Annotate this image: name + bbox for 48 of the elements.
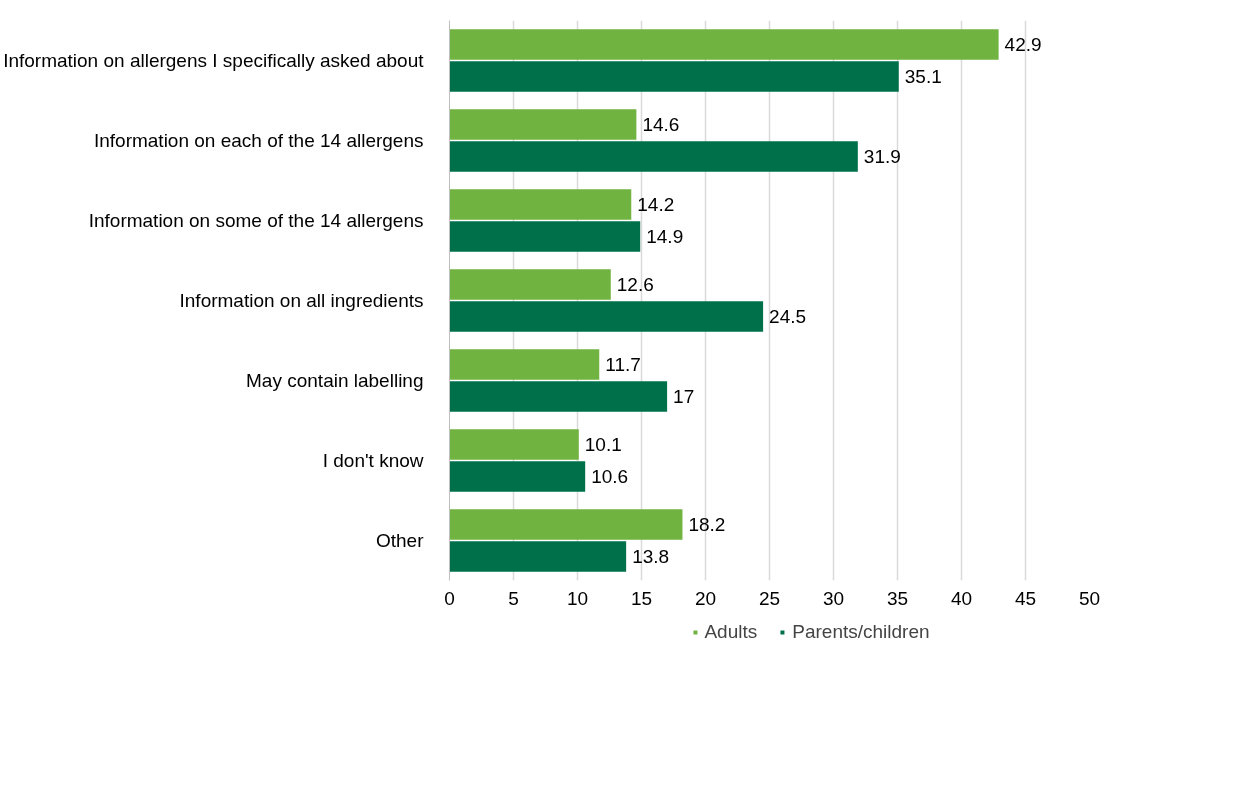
- bar: [449, 349, 600, 380]
- bar: [449, 61, 899, 92]
- data-label: 42.9: [1004, 34, 1042, 55]
- x-tick-label: 0: [444, 587, 455, 609]
- data-label: 12.6: [616, 274, 654, 295]
- bar: [449, 381, 668, 412]
- y-tick-label: Information on each of the 14 allergens: [93, 130, 424, 151]
- y-tick-label: Other: [375, 530, 425, 551]
- y-tick-label: Information on all ingredients: [179, 290, 424, 311]
- x-tick-label: 20: [694, 587, 717, 609]
- data-label: 35.1: [904, 66, 942, 87]
- bar: [449, 541, 627, 572]
- data-label: 14.6: [642, 114, 680, 135]
- data-label: 17: [673, 386, 695, 407]
- y-tick-label: Information on some of the 14 allergens: [88, 210, 424, 231]
- data-label: 24.5: [769, 306, 807, 327]
- x-tick-label: 45: [1014, 587, 1037, 609]
- x-tick-label: 10: [566, 587, 589, 609]
- data-label: 13.8: [632, 546, 670, 567]
- bar: [449, 29, 999, 60]
- legend-label: Adults: [704, 621, 758, 643]
- data-label: 31.9: [863, 146, 901, 167]
- data-label: 18.2: [688, 514, 726, 535]
- bar: [449, 269, 611, 300]
- legend-label: Parents/children: [792, 621, 930, 643]
- data-label: 14.2: [637, 194, 675, 215]
- data-label: 10.6: [591, 466, 629, 487]
- x-tick-label: 50: [1078, 587, 1101, 609]
- x-tick-label: 25: [758, 587, 781, 609]
- data-label: 11.7: [605, 354, 641, 375]
- data-label: 14.9: [646, 226, 684, 247]
- x-tick-label: 35: [886, 587, 909, 609]
- x-tick-label: 30: [822, 587, 845, 609]
- y-tick-label: May contain labelling: [246, 370, 424, 391]
- bar: [449, 141, 858, 172]
- bar: [449, 509, 683, 540]
- x-tick-label: 15: [630, 587, 653, 609]
- bar: [449, 189, 632, 220]
- bar: [449, 429, 579, 460]
- y-tick-label: Information on allergens I specifically asked about: [3, 50, 425, 71]
- bar: [449, 461, 586, 492]
- bar: [449, 221, 641, 252]
- bar: [449, 301, 764, 332]
- bar: [449, 109, 637, 140]
- x-tick-label: 5: [508, 587, 519, 609]
- y-tick-label: I don't know: [322, 450, 424, 471]
- x-tick-label: 40: [950, 587, 973, 609]
- data-label: 10.1: [584, 434, 622, 455]
